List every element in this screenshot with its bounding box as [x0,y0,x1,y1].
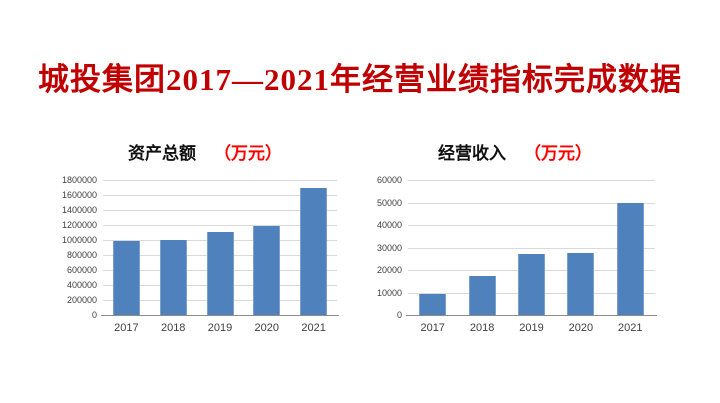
x-axis-line [406,315,657,316]
x-tick-label: 2017 [114,322,139,334]
chart-total-assets: 资产总额 （万元） 0 200000 400000 600000 800000 100000… [57,135,353,347]
bar-2020 [253,225,281,315]
gridline [408,180,655,181]
y-tick-label: 10000 [376,287,402,298]
chart-operating-revenue: 经营收入 （万元） 0 10000 20000 30000 40000 50000 60000… [367,135,663,347]
chart-unit-label: （万元） [214,144,282,163]
y-tick-label: 0 [91,310,97,320]
y-tick-label: 1000000 [61,235,97,245]
bar-2019 [518,253,545,315]
page-title: 城投集团2017—2021年经营业绩指标完成数据 [38,62,682,97]
y-tick-label: 30000 [376,242,402,253]
bar-2018 [159,240,187,315]
x-tick-label: 2018 [160,322,186,334]
chart-title-text: 经营收入 [438,144,506,163]
gridline [103,195,337,196]
chart-unit-label: （万元） [524,144,592,163]
chart-title-row: 资产总额 （万元） [57,139,353,164]
x-tick-label: 2020 [568,322,594,334]
gridline [408,202,655,204]
y-tick-label: 1200000 [61,220,97,230]
x-tick-label: 2017 [420,322,445,334]
y-tick-label: 200000 [66,295,97,305]
y-tick-label: 800000 [66,250,97,260]
y-tick-label: 50000 [376,197,402,208]
x-tick-label: 2019 [519,322,544,334]
plot-area-total-assets: 0 200000 400000 600000 800000 1000000 1200000 1… [62,175,339,334]
bar-2020 [567,252,595,315]
y-tick-label: 0 [396,310,402,320]
y-tick-label: 20000 [376,265,402,275]
y-tick-label: 1600000 [61,190,97,200]
y-tick-label: 600000 [66,265,97,275]
bar-2021 [616,203,644,315]
y-tick-label: 400000 [66,280,97,290]
bar-2019 [206,231,234,315]
x-tick-label: 2018 [469,322,495,334]
x-tick-label: 2021 [301,322,326,334]
x-tick-label: 2019 [207,322,233,334]
x-tick-label: 2021 [618,322,643,334]
y-tick-label: 1400000 [61,205,97,215]
x-tick-label: 2020 [254,322,280,334]
gridline [103,210,337,211]
bar-2017 [112,240,140,315]
y-tick-label: 60000 [376,175,402,185]
gridline [408,225,655,226]
y-tick-label: 1800000 [61,175,97,185]
x-axis-line [101,315,339,316]
bar-2018 [468,275,496,315]
bar-2021 [300,188,328,315]
plot-area-operating-revenue: 0 10000 20000 30000 40000 50000 60000 2017 2018 2… [377,175,657,334]
chart-title-row: 经营收入 （万元） [367,139,663,164]
y-tick-label: 40000 [376,220,402,230]
chart-title-text: 资产总额 [128,144,196,163]
gridline [103,180,337,181]
gridline [408,247,655,249]
bar-2017 [419,293,447,315]
gridline [103,225,337,226]
